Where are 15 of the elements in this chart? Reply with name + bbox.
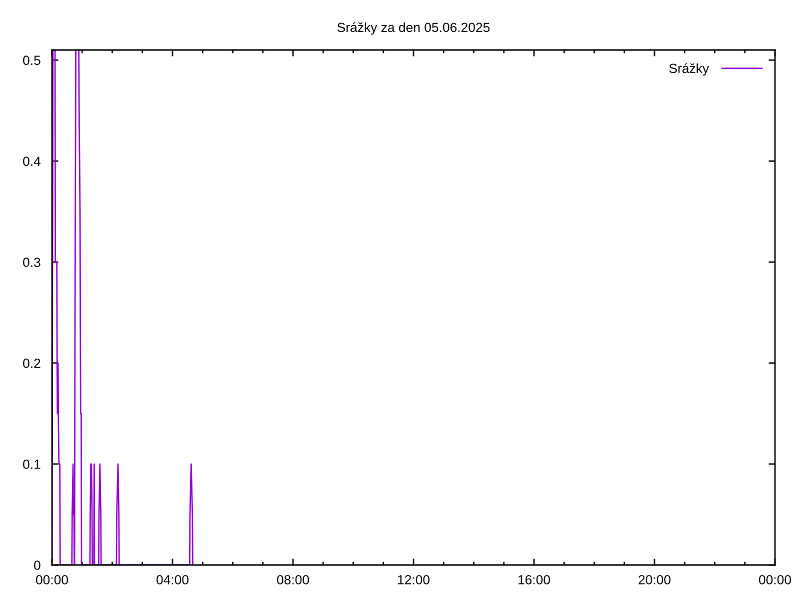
x-tick-label: 00:00 — [759, 575, 791, 584]
x-tick-label: 16:00 — [518, 575, 550, 584]
y-tick-label: 0.4 — [23, 156, 41, 166]
x-tick-label: 04:00 — [156, 575, 188, 584]
chart-title: Srážky za den 05.06.2025 — [337, 22, 490, 35]
x-tick-label: 08:00 — [277, 575, 309, 584]
y-tick-label: 0 — [34, 560, 40, 570]
y-tick-label: 0.2 — [23, 358, 40, 368]
y-tick-label: 0.5 — [23, 56, 40, 66]
x-tick-label: 20:00 — [638, 575, 670, 584]
legend-label: Srážky — [669, 63, 710, 76]
x-tick-label: 12:00 — [398, 575, 430, 584]
y-tick-label: 0.1 — [23, 460, 40, 469]
x-tick-label: 00:00 — [36, 575, 68, 584]
y-tick-label: 0.3 — [23, 258, 40, 267]
